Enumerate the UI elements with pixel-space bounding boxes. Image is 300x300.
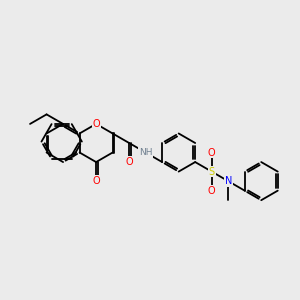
Text: O: O xyxy=(92,176,100,186)
Text: O: O xyxy=(208,148,215,158)
Text: N: N xyxy=(224,176,232,186)
Text: NH: NH xyxy=(139,148,152,157)
Text: O: O xyxy=(208,186,215,196)
Text: S: S xyxy=(208,167,215,177)
Text: O: O xyxy=(125,157,133,167)
Text: O: O xyxy=(92,119,100,129)
